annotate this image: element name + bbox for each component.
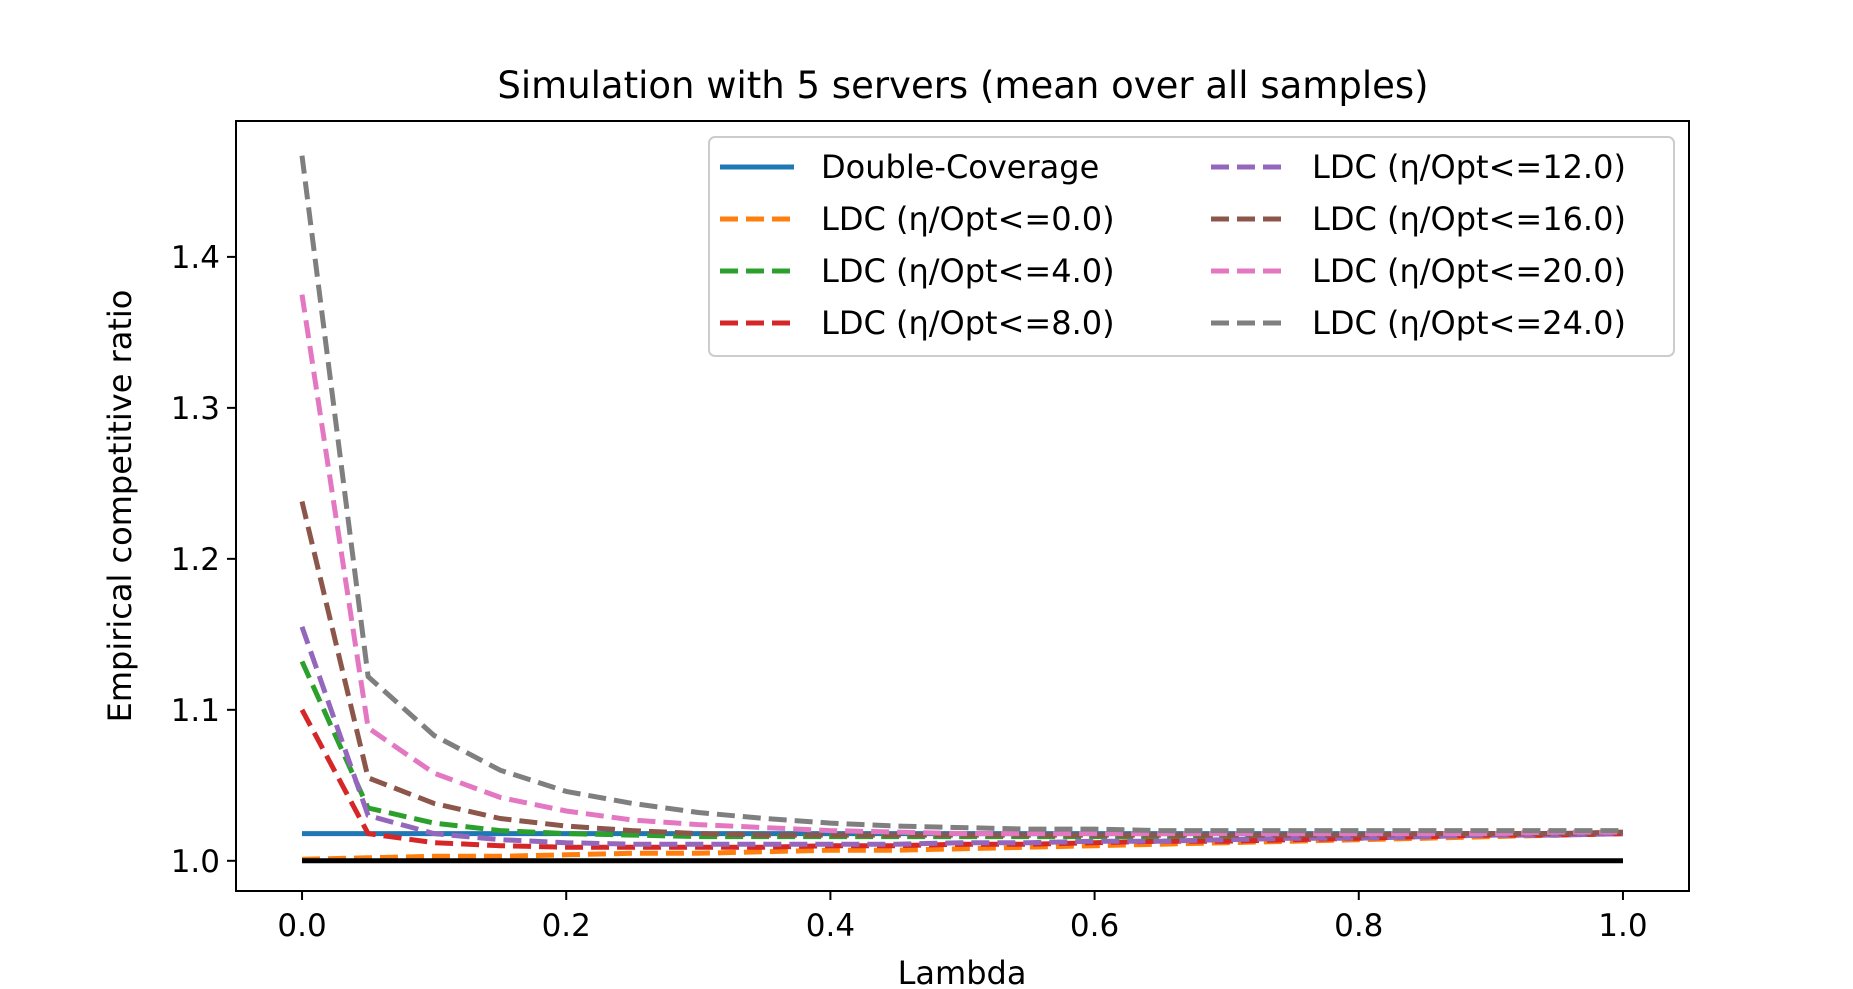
x-tick-label: 0.8 <box>1334 908 1383 944</box>
y-axis-label: Empirical competitive ratio <box>101 290 139 723</box>
series-line-ldc-opt-24-0 <box>299 155 1623 834</box>
x-axis-ticks: 0.0 0.2 0.4 0.6 0.8 1.0 <box>277 891 1648 944</box>
x-tick-label: 0.2 <box>542 908 591 944</box>
series-layer <box>299 155 1624 864</box>
y-axis-ticks: 1.0 1.1 1.2 1.3 1.4 <box>171 240 236 880</box>
x-tick-label: 0.6 <box>1070 908 1119 944</box>
legend-entry-ldc-opt-16-0: LDC (η/Opt<=16.0) <box>1312 200 1626 238</box>
series-line-ldc-opt-16-0 <box>299 500 1624 838</box>
y-tick-label: 1.2 <box>171 542 220 578</box>
legend-entry-ldc-opt-8-0: LDC (η/Opt<=8.0) <box>821 304 1115 342</box>
legend-entry-ldc-opt-0-0: LDC (η/Opt<=0.0) <box>821 200 1115 238</box>
x-tick-label: 1.0 <box>1598 908 1647 944</box>
y-tick-label: 1.1 <box>171 693 220 729</box>
chart-title: Simulation with 5 servers (mean over all… <box>497 64 1428 107</box>
x-axis-label: Lambda <box>898 954 1027 989</box>
y-tick-label: 1.4 <box>171 240 220 276</box>
series-line-ldc-opt-20-0 <box>299 294 1623 837</box>
x-tick-label: 0.4 <box>806 908 855 944</box>
y-tick-label: 1.0 <box>171 844 220 880</box>
legend-entry-ldc-opt-4-0: LDC (η/Opt<=4.0) <box>821 252 1115 290</box>
axes-frame <box>235 120 1690 892</box>
legend-box <box>708 136 1675 357</box>
series-line-ldc-opt-4-0 <box>299 660 1623 840</box>
series-line-ldc-opt-12-0 <box>299 625 1624 847</box>
legend-entry-ldc-opt-12-0: LDC (η/Opt<=12.0) <box>1312 148 1626 186</box>
x-tick-label: 0.0 <box>277 908 326 944</box>
legend-entry-ldc-opt-24-0: LDC (η/Opt<=24.0) <box>1312 304 1626 342</box>
legend: Double-Coverage LDC (η/Opt<=0.0) LDC (η/Op… <box>708 136 1675 357</box>
y-tick-label: 1.3 <box>171 391 220 427</box>
legend-entry-ldc-opt-20-0: LDC (η/Opt<=20.0) <box>1312 252 1626 290</box>
legend-entry-double-coverage: Double-Coverage <box>821 148 1099 186</box>
